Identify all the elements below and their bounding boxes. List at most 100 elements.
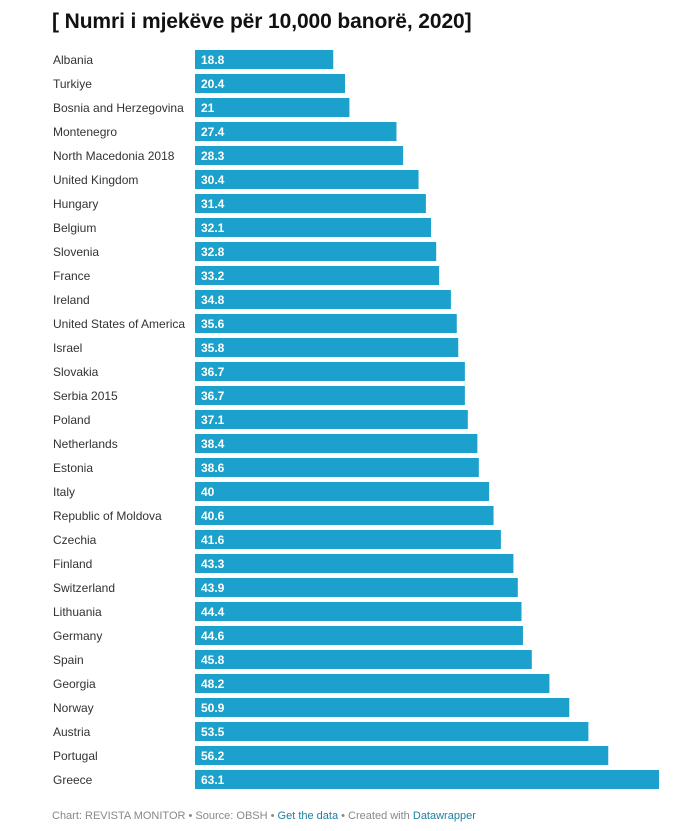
- footer-source: Source: OBSH: [195, 810, 268, 822]
- bar: [195, 146, 404, 165]
- value-label: 38.6: [201, 461, 225, 475]
- value-label: 36.7: [201, 365, 225, 379]
- bar: [195, 386, 465, 405]
- category-label: Hungary: [53, 197, 98, 211]
- value-label: 37.1: [201, 413, 225, 427]
- category-label: Belgium: [53, 221, 96, 235]
- bar: [195, 530, 501, 549]
- category-label: North Macedonia 2018: [53, 149, 175, 163]
- value-label: 20.4: [201, 77, 225, 91]
- value-label: 36.7: [201, 389, 225, 403]
- bar-chart: Albania 18.8 Turkiye 20.4 Bosnia and Herzego…: [53, 50, 659, 789]
- category-label: Finland: [53, 557, 92, 571]
- category-label: Georgia: [53, 677, 96, 691]
- value-label: 28.3: [201, 149, 225, 163]
- value-label: 63.1: [201, 773, 225, 787]
- bar: [195, 122, 397, 141]
- bar: [195, 722, 589, 741]
- bar: [195, 554, 514, 573]
- bar: [195, 674, 550, 693]
- value-label: 33.2: [201, 269, 225, 283]
- bar: [195, 98, 350, 117]
- category-label: France: [53, 269, 91, 283]
- chart-footer: Chart: REVISTA MONITOR • Source: OBSH • …: [52, 810, 476, 822]
- chart-title: [ Numri i mjekëve për 10,000 banorë, 202…: [52, 10, 472, 33]
- value-label: 48.2: [201, 677, 225, 691]
- bar: [195, 50, 334, 69]
- category-label: Greece: [53, 773, 93, 787]
- category-label: Switzerland: [53, 581, 115, 595]
- value-label: 32.1: [201, 221, 225, 235]
- value-label: 43.9: [201, 581, 225, 595]
- value-label: 34.8: [201, 293, 225, 307]
- category-label: United States of America: [53, 317, 185, 331]
- category-label: Albania: [53, 53, 93, 67]
- bar: [195, 626, 523, 645]
- bar: [195, 266, 440, 285]
- category-label: Israel: [53, 341, 82, 355]
- bar: [195, 602, 522, 621]
- value-label: 35.6: [201, 317, 225, 331]
- bar: [195, 770, 659, 789]
- bar: [195, 458, 479, 477]
- value-label: 18.8: [201, 53, 225, 67]
- value-label: 38.4: [201, 437, 225, 451]
- value-label: 40: [201, 485, 215, 499]
- category-label: Turkiye: [53, 77, 92, 91]
- bar: [195, 218, 432, 237]
- category-label: Ireland: [53, 293, 90, 307]
- category-label: Estonia: [53, 461, 93, 475]
- category-label: United Kingdom: [53, 173, 138, 187]
- footer-created-with: Created with: [348, 810, 410, 822]
- value-label: 44.4: [201, 605, 225, 619]
- bar: [195, 578, 518, 597]
- footer-separator: •: [185, 810, 196, 822]
- bar: [195, 410, 468, 429]
- value-label: 50.9: [201, 701, 225, 715]
- bar: [195, 746, 609, 765]
- category-label: Poland: [53, 413, 90, 427]
- category-label: Portugal: [53, 749, 98, 763]
- bar: [195, 482, 490, 501]
- category-label: Italy: [53, 485, 75, 499]
- category-label: Lithuania: [53, 605, 102, 619]
- value-label: 41.6: [201, 533, 225, 547]
- footer-chart-credit: Chart: REVISTA MONITOR: [52, 810, 186, 822]
- bar: [195, 74, 346, 93]
- value-label: 43.3: [201, 557, 225, 571]
- category-label: Germany: [53, 629, 102, 643]
- category-label: Serbia 2015: [53, 389, 118, 403]
- get-the-data-link[interactable]: Get the data: [277, 810, 339, 822]
- value-label: 45.8: [201, 653, 225, 667]
- bar: [195, 506, 494, 525]
- value-label: 56.2: [201, 749, 225, 763]
- category-label: Slovenia: [53, 245, 99, 259]
- datawrapper-link[interactable]: Datawrapper: [412, 810, 476, 822]
- value-label: 27.4: [201, 125, 225, 139]
- value-label: 30.4: [201, 173, 225, 187]
- value-label: 53.5: [201, 725, 225, 739]
- category-label: Montenegro: [53, 125, 117, 139]
- value-label: 31.4: [201, 197, 225, 211]
- category-label: Czechia: [53, 533, 97, 547]
- category-label: Netherlands: [53, 437, 118, 451]
- bar: [195, 362, 465, 381]
- bar: [195, 338, 459, 357]
- category-label: Spain: [53, 653, 84, 667]
- value-label: 40.6: [201, 509, 225, 523]
- bar: [195, 434, 478, 453]
- bar: [195, 242, 437, 261]
- bar: [195, 698, 570, 717]
- category-label: Slovakia: [53, 365, 99, 379]
- category-label: Austria: [53, 725, 91, 739]
- category-label: Bosnia and Herzegovina: [53, 101, 184, 115]
- bar: [195, 290, 451, 309]
- bar: [195, 170, 419, 189]
- category-label: Norway: [53, 701, 94, 715]
- value-label: 21: [201, 101, 215, 115]
- category-label: Republic of Moldova: [53, 509, 162, 523]
- bar: [195, 194, 426, 213]
- footer-separator: •: [338, 810, 349, 822]
- value-label: 35.8: [201, 341, 225, 355]
- value-label: 32.8: [201, 245, 225, 259]
